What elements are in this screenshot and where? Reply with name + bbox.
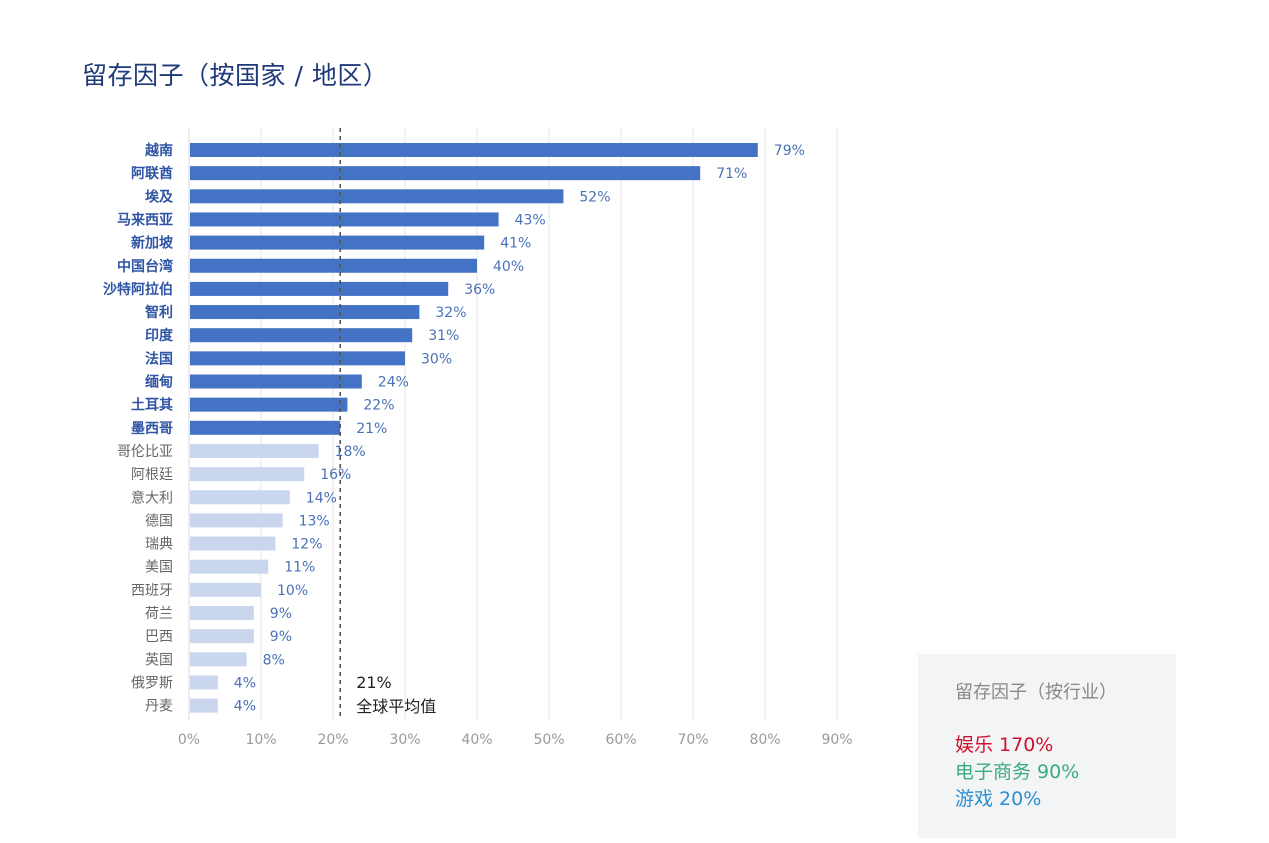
bar [190,305,420,320]
value-label: 41% [500,236,531,252]
value-label: 52% [579,189,610,205]
bar [190,536,276,551]
value-label: 9% [270,606,292,622]
value-label: 8% [263,652,285,668]
x-tick-label: 0% [178,732,200,748]
category-label: 美国 [145,560,173,576]
value-label: 79% [774,143,805,159]
category-label: 法国 [145,350,173,367]
value-label: 22% [363,398,394,414]
bar [190,420,341,435]
bar [190,189,564,204]
value-label: 40% [493,259,524,275]
x-tick-label: 10% [245,732,276,748]
category-label: 沙特阿拉伯 [103,281,173,298]
category-label: 俄罗斯 [131,675,173,691]
x-tick-label: 80% [749,732,780,748]
category-label: 哥伦比亚 [117,444,173,460]
bar [190,443,319,458]
industry-legend-title: 留存因子（按行业） [955,682,1117,703]
industry-legend-item: 娱乐 170% [955,734,1054,756]
category-label: 印度 [145,327,174,344]
category-label: 土耳其 [131,397,173,414]
category-label: 墨西哥 [131,421,173,437]
value-label: 36% [464,282,495,298]
value-label: 11% [284,560,315,576]
value-label: 9% [270,629,292,645]
category-label: 丹麦 [145,699,173,715]
value-label: 4% [234,675,256,691]
value-label: 18% [335,444,366,460]
bar [190,235,485,250]
category-label: 马来西亚 [117,212,173,228]
category-label: 德国 [145,513,173,529]
x-tick-label: 30% [389,732,420,748]
category-label: 缅甸 [145,374,173,391]
value-label: 10% [277,583,308,599]
bar [190,490,290,505]
x-tick-label: 50% [533,732,564,748]
bar [190,258,477,273]
bar [190,397,348,412]
average-text-label: 全球平均值 [356,697,436,716]
industry-legend-item: 游戏 20% [955,788,1042,810]
bar [190,351,405,366]
category-label: 中国台湾 [117,258,173,275]
value-label: 43% [515,212,546,228]
value-label: 13% [299,513,330,529]
bar [190,374,362,389]
bar [190,629,254,644]
x-tick-label: 20% [317,732,348,748]
category-label: 巴西 [145,629,173,645]
value-label: 24% [378,375,409,391]
value-label: 21% [356,421,387,437]
category-label: 瑞典 [145,537,173,553]
category-label: 越南 [144,142,173,159]
industry-legend-item: 电子商务 90% [955,761,1080,783]
value-label: 32% [435,305,466,321]
category-label: 意大利 [131,489,173,506]
value-label: 30% [421,351,452,367]
bar [190,582,261,597]
category-label: 埃及 [145,188,174,205]
value-label: 4% [234,699,256,715]
value-label: 16% [320,467,351,483]
x-tick-label: 90% [821,732,852,748]
bar [190,652,247,667]
bar [190,513,283,528]
bar [190,559,269,574]
bar [190,328,413,343]
value-label: 71% [716,166,747,182]
category-label: 阿根廷 [131,467,173,483]
value-label: 31% [428,328,459,344]
bar [190,212,499,227]
industry-legend: 留存因子（按行业） 娱乐 170% 电子商务 90% 游戏 20% [918,654,1176,838]
x-tick-label: 70% [677,732,708,748]
value-label: 12% [291,537,322,553]
category-label: 荷兰 [145,606,173,622]
x-tick-label: 40% [461,732,492,748]
bar [190,698,218,713]
category-label: 智利 [144,304,173,321]
x-tick-label: 60% [605,732,636,748]
bar [190,467,305,482]
chart-title: 留存因子（按国家 / 地区） [82,61,389,90]
average-value-label: 21% [356,673,392,692]
category-label: 英国 [145,651,173,668]
bar [190,143,758,157]
bar [190,281,449,296]
bar [190,606,254,620]
bar [190,166,701,181]
bar [190,675,218,690]
category-label: 西班牙 [131,583,173,599]
category-label: 新加坡 [131,235,174,252]
category-label: 阿联酋 [131,165,173,182]
value-label: 14% [306,490,337,506]
